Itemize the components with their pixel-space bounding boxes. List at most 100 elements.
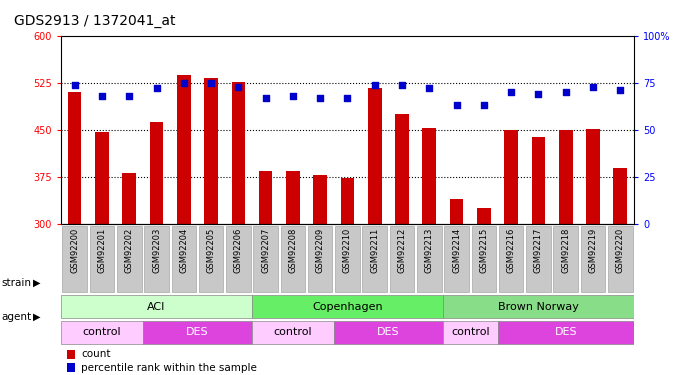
Bar xyxy=(526,225,551,292)
Text: percentile rank within the sample: percentile rank within the sample xyxy=(81,363,257,372)
Bar xyxy=(477,209,491,224)
Point xyxy=(560,89,571,95)
Bar xyxy=(204,78,218,224)
Point xyxy=(424,86,435,92)
Bar xyxy=(95,132,108,224)
Point xyxy=(96,93,107,99)
Text: GSM92203: GSM92203 xyxy=(152,228,161,273)
Text: GSM92206: GSM92206 xyxy=(234,228,243,273)
Bar xyxy=(150,122,163,224)
Point xyxy=(69,82,80,88)
Text: Brown Norway: Brown Norway xyxy=(498,302,579,312)
Bar xyxy=(89,225,114,292)
Text: GSM92214: GSM92214 xyxy=(452,228,461,273)
Text: GSM92205: GSM92205 xyxy=(207,228,216,273)
Bar xyxy=(559,130,572,224)
Point xyxy=(342,95,353,101)
Text: DES: DES xyxy=(186,327,209,338)
Bar xyxy=(417,225,441,292)
Bar xyxy=(504,130,518,224)
Text: GSM92212: GSM92212 xyxy=(397,228,407,273)
Bar xyxy=(286,171,300,224)
Text: ▶: ▶ xyxy=(33,278,40,288)
Bar xyxy=(123,172,136,224)
Bar xyxy=(308,225,332,292)
Text: GSM92204: GSM92204 xyxy=(179,228,188,273)
Point xyxy=(370,82,380,88)
Point xyxy=(233,84,244,90)
Point xyxy=(287,93,298,99)
Bar xyxy=(66,363,75,372)
Point xyxy=(479,102,490,108)
Point xyxy=(615,87,626,93)
Text: GSM92207: GSM92207 xyxy=(261,228,270,273)
Point xyxy=(451,102,462,108)
Bar xyxy=(340,178,355,224)
Text: Copenhagen: Copenhagen xyxy=(312,302,383,312)
Bar xyxy=(363,225,387,292)
Point xyxy=(588,84,599,90)
Bar xyxy=(313,175,327,224)
Text: GSM92201: GSM92201 xyxy=(98,228,106,273)
Bar xyxy=(553,225,578,292)
Point xyxy=(151,86,162,92)
Bar xyxy=(62,225,87,292)
Bar xyxy=(259,171,273,224)
Text: GSM92211: GSM92211 xyxy=(370,228,379,273)
Point xyxy=(260,95,271,101)
Text: GSM92208: GSM92208 xyxy=(288,228,298,273)
Text: ▶: ▶ xyxy=(33,312,40,322)
Point xyxy=(178,80,189,86)
Bar xyxy=(608,225,633,292)
Text: GSM92220: GSM92220 xyxy=(616,228,625,273)
Bar xyxy=(586,129,600,224)
Text: DES: DES xyxy=(377,327,400,338)
Bar xyxy=(498,321,634,344)
Bar xyxy=(66,350,75,358)
Bar xyxy=(117,225,142,292)
Text: DES: DES xyxy=(555,327,577,338)
Bar xyxy=(252,321,334,344)
Text: control: control xyxy=(274,327,313,338)
Bar xyxy=(532,138,545,224)
Bar xyxy=(252,295,443,318)
Text: ACI: ACI xyxy=(147,302,165,312)
Text: GSM92202: GSM92202 xyxy=(125,228,134,273)
Bar xyxy=(368,88,382,224)
Bar xyxy=(199,225,223,292)
Text: strain: strain xyxy=(1,278,31,288)
Bar xyxy=(395,114,409,224)
Bar xyxy=(334,321,443,344)
Bar xyxy=(61,321,143,344)
Bar xyxy=(231,81,245,224)
Bar xyxy=(68,92,81,224)
Bar xyxy=(177,75,191,224)
Bar xyxy=(254,225,278,292)
Text: GDS2913 / 1372041_at: GDS2913 / 1372041_at xyxy=(14,14,175,28)
Point xyxy=(506,89,517,95)
Bar xyxy=(443,321,498,344)
Bar xyxy=(614,168,627,224)
Text: GSM92216: GSM92216 xyxy=(506,228,516,273)
Point xyxy=(397,82,407,88)
Text: agent: agent xyxy=(1,312,31,322)
Bar xyxy=(281,225,305,292)
Text: GSM92219: GSM92219 xyxy=(589,228,597,273)
Bar xyxy=(226,225,251,292)
Bar xyxy=(443,295,634,318)
Text: GSM92210: GSM92210 xyxy=(343,228,352,273)
Bar xyxy=(581,225,605,292)
Text: count: count xyxy=(81,349,111,359)
Text: GSM92213: GSM92213 xyxy=(425,228,434,273)
Point xyxy=(315,95,325,101)
Text: control: control xyxy=(451,327,490,338)
Point xyxy=(205,80,216,86)
Bar xyxy=(61,295,252,318)
Bar xyxy=(450,199,464,224)
Text: control: control xyxy=(83,327,121,338)
Bar xyxy=(422,128,436,224)
Bar xyxy=(444,225,469,292)
Bar xyxy=(143,321,252,344)
Bar xyxy=(499,225,523,292)
Text: GSM92200: GSM92200 xyxy=(70,228,79,273)
